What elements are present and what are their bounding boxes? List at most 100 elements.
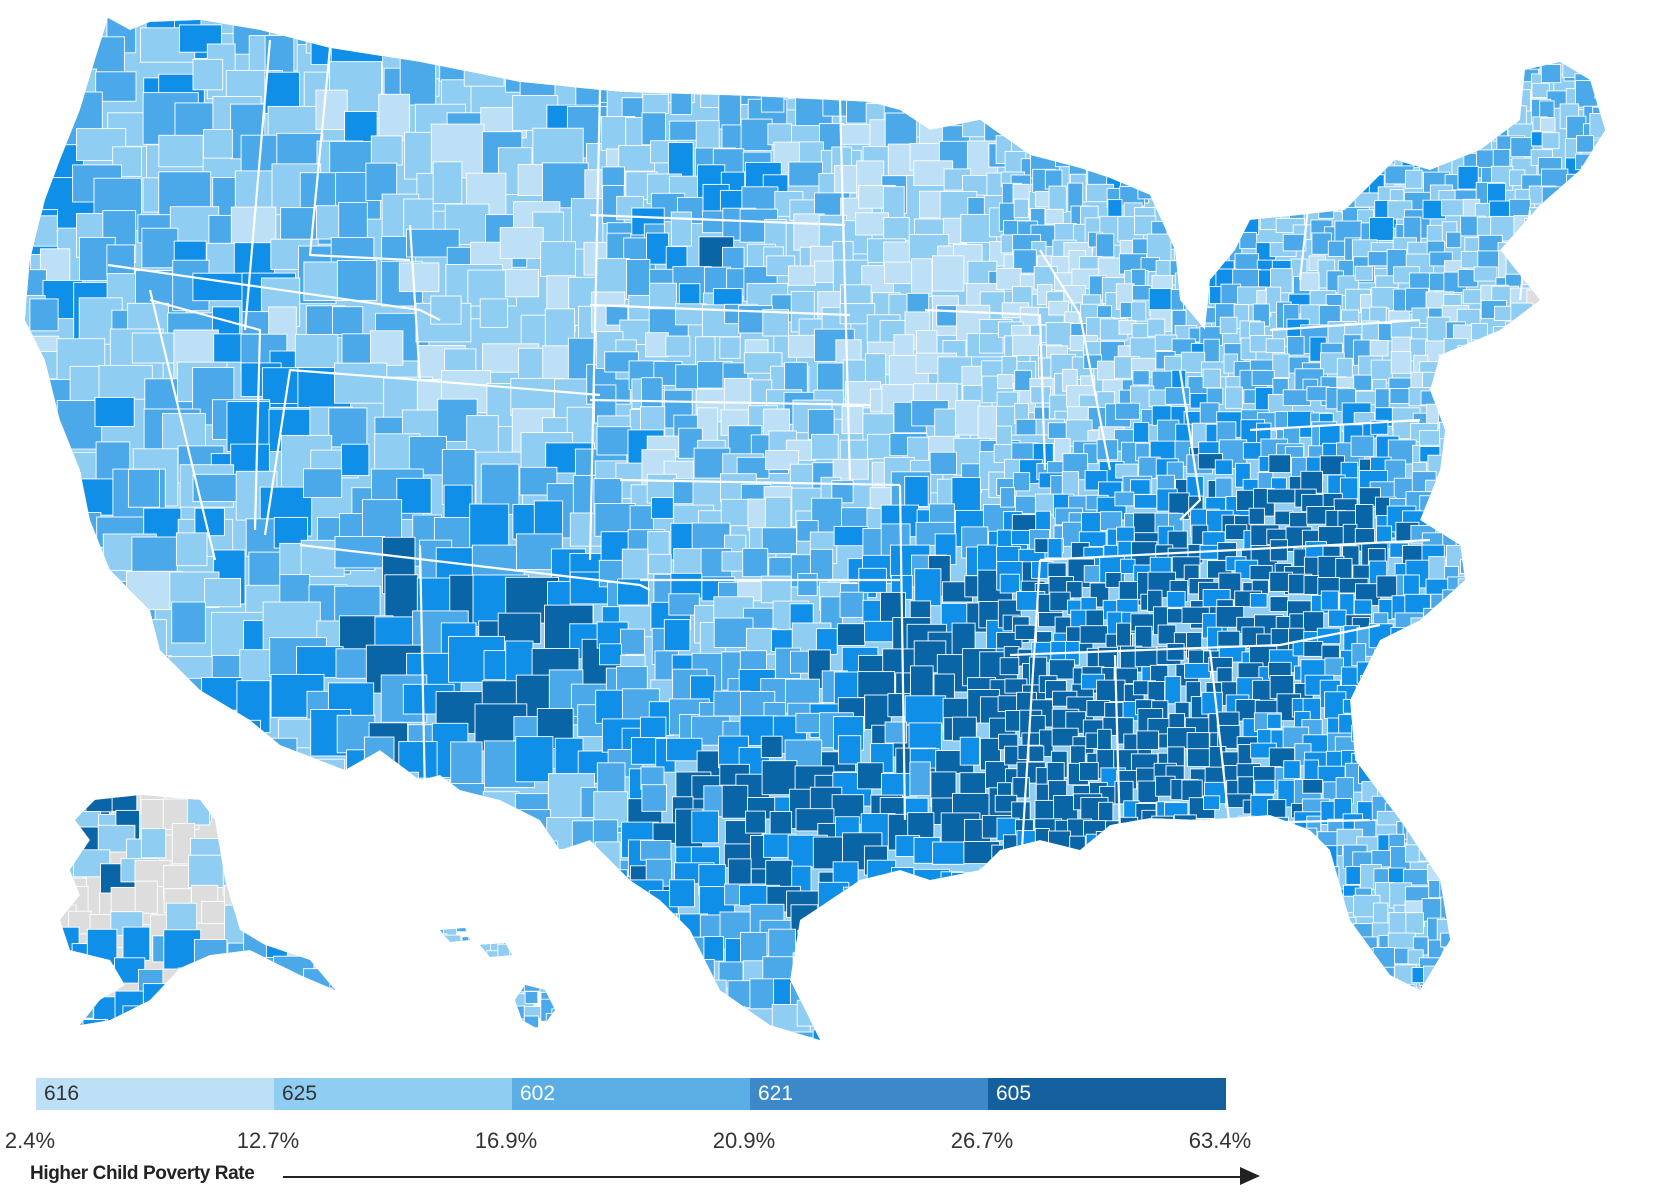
county-cell (1583, 633, 1604, 662)
county-cell (1355, 266, 1372, 280)
county-cell (622, 19, 662, 47)
county-cell (918, 916, 955, 954)
county-cell (1046, 846, 1062, 863)
county-cell (1419, 55, 1439, 78)
county-cell (1611, 544, 1633, 572)
county-cell (1359, 103, 1374, 124)
county-cell (60, 644, 109, 701)
county-cell (1632, 800, 1655, 818)
county-cell (1392, 663, 1410, 688)
county-cell (1601, 783, 1616, 811)
county-cell (35, 0, 85, 46)
county-cell (1625, 1025, 1646, 1050)
county-cell (987, 910, 1019, 936)
county-cell (1259, 1024, 1274, 1049)
county-cell (1320, 115, 1347, 136)
county-cell (1131, 54, 1155, 73)
county-cell (1548, 1025, 1565, 1049)
county-cell (1566, 524, 1586, 545)
county-cell (1174, 1024, 1188, 1040)
county-cell (1591, 1008, 1610, 1032)
county-cell (1407, 1006, 1428, 1029)
county-cell (1016, 964, 1031, 988)
county-cell (722, 785, 748, 818)
county-cell (1156, 131, 1180, 149)
county-cell (1641, 190, 1664, 217)
county-cell (1558, 304, 1581, 321)
county-cell (429, 934, 448, 947)
county-cell (1478, 542, 1502, 556)
county-cell (1219, 53, 1243, 73)
county-cell (1455, 499, 1476, 525)
county-cell (1644, 11, 1663, 32)
county-cell (431, 1045, 459, 1060)
county-cell (1310, 879, 1325, 905)
county-cell (579, 41, 635, 83)
county-cell (1204, 136, 1224, 164)
county-cell (814, 54, 840, 83)
county-cell (1064, 866, 1088, 892)
county-cell (915, 569, 941, 606)
county-cell (247, 808, 287, 845)
county-cell (1373, 903, 1387, 923)
county-cell (1629, 369, 1657, 391)
county-cell (1276, 930, 1305, 956)
county-cell (1225, 387, 1242, 408)
county-cell (360, 969, 393, 1001)
county-cell (1609, 341, 1624, 355)
county-cell (1439, 355, 1466, 381)
county-cell (1233, 165, 1262, 193)
county-cell (355, 939, 391, 976)
county-cell (1580, 881, 1601, 905)
county-cell (1392, 686, 1416, 701)
county-cell (1102, 973, 1120, 1001)
county-cell (1101, 1016, 1120, 1036)
county-cell (1425, 662, 1445, 678)
county-cell (1440, 835, 1465, 857)
county-cell (384, 872, 439, 907)
county-cell (1302, 916, 1328, 931)
county-cell (7, 127, 62, 170)
county-cell (697, 1010, 716, 1049)
county-cell (1510, 544, 1534, 569)
county-cell (1579, 253, 1593, 275)
county-cell (0, 508, 29, 541)
county-cell (1613, 235, 1637, 254)
county-cell (1209, 1048, 1236, 1060)
county-cell (1455, 49, 1474, 64)
county-cell (1104, 881, 1121, 896)
county-cell (1533, 541, 1553, 560)
county-cell (1565, 391, 1589, 415)
county-cell (1495, 575, 1519, 604)
county-cell (1593, 676, 1618, 699)
county-cell (1495, 50, 1509, 72)
county-cell (1342, 121, 1363, 140)
county-cell (1167, 86, 1184, 114)
county-cell (1439, 379, 1459, 404)
county-cell (1448, 647, 1463, 667)
county-cell (60, 947, 89, 996)
county-cell (1562, 293, 1584, 314)
county-cell (1175, 986, 1195, 1014)
county-cell (1661, 1008, 1672, 1030)
county-cell (1000, 488, 1014, 508)
county-cell (1113, 36, 1135, 59)
county-cell (1479, 440, 1503, 457)
county-cell (1172, 139, 1189, 155)
county-cell (1635, 837, 1652, 854)
county-cell (579, 1025, 619, 1060)
county-cell (785, 41, 812, 74)
county-cell (1630, 528, 1653, 544)
county-cell (1124, 12, 1140, 34)
county-cell (1152, 816, 1174, 844)
county-cell (1617, 1034, 1638, 1051)
county-cell (1090, 106, 1110, 126)
county-cell (1625, 703, 1654, 731)
county-cell (1386, 703, 1402, 721)
county-cell (1327, 1037, 1349, 1052)
county-cell (621, 629, 645, 654)
county-cell (0, 550, 35, 606)
county-cell (1242, 1008, 1259, 1022)
county-cell (676, 21, 709, 45)
county-cell (1508, 715, 1530, 740)
